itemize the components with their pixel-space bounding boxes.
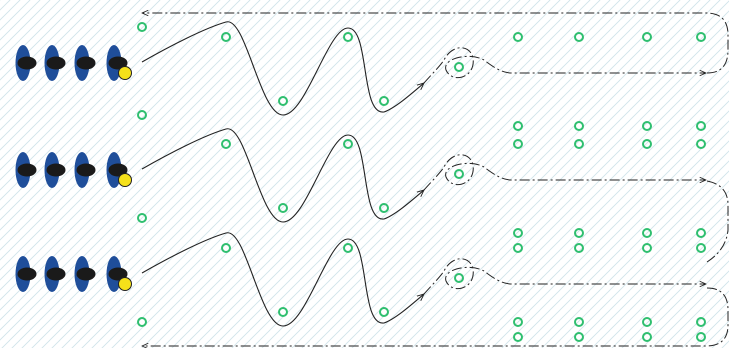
cone-marker-icon <box>343 243 353 253</box>
drill-row-1 <box>15 21 707 131</box>
cone-marker-icon <box>696 139 706 149</box>
player-head <box>17 163 37 177</box>
player-icon <box>44 152 66 188</box>
cone-marker-icon <box>278 307 288 317</box>
cone-marker-icon <box>574 243 584 253</box>
cone-marker-icon <box>137 22 147 32</box>
cone-marker-icon <box>221 32 231 42</box>
cone-marker-icon <box>642 139 652 149</box>
cone-marker-icon <box>642 243 652 253</box>
cone-marker-icon <box>574 332 584 342</box>
ball-icon <box>118 277 132 291</box>
player-head <box>46 267 66 281</box>
cone-marker-icon <box>696 332 706 342</box>
player-head <box>46 56 66 70</box>
player-head <box>76 163 96 177</box>
player-head <box>17 56 37 70</box>
cone-marker-icon <box>696 228 706 238</box>
cone-marker-icon <box>379 203 389 213</box>
cone-marker-icon <box>343 139 353 149</box>
cone-marker-icon <box>137 110 147 120</box>
cone-marker-icon <box>574 32 584 42</box>
player-head <box>108 163 128 177</box>
player-icon <box>44 45 66 81</box>
player-icon <box>74 152 96 188</box>
cone-marker-icon <box>513 121 523 131</box>
player-icon <box>15 45 37 81</box>
cone-marker-icon <box>278 203 288 213</box>
cone-marker-icon <box>574 228 584 238</box>
player-icon <box>74 45 96 81</box>
cone-marker-icon <box>642 32 652 42</box>
cone-marker-icon <box>642 228 652 238</box>
cone-marker-icon <box>221 243 231 253</box>
cone-marker-icon <box>454 62 464 72</box>
return-run-line-bottom <box>142 287 729 346</box>
cone-marker-icon <box>513 228 523 238</box>
player-icon <box>15 256 37 292</box>
cone-marker-icon <box>642 317 652 327</box>
ball-icon <box>118 66 132 80</box>
return-run-line-top <box>142 13 729 74</box>
pass-line <box>423 258 706 295</box>
cone-marker-icon <box>513 332 523 342</box>
cone-marker-icon <box>696 121 706 131</box>
cone-marker-icon <box>513 139 523 149</box>
player-head <box>46 163 66 177</box>
cone-marker-icon <box>137 317 147 327</box>
cone-marker-icon <box>379 96 389 106</box>
player-icon <box>44 256 66 292</box>
cone-marker-icon <box>574 139 584 149</box>
cone-marker-icon <box>221 139 231 149</box>
drill-row-3 <box>15 232 707 342</box>
cone-marker-icon <box>343 32 353 42</box>
player-icon <box>74 256 96 292</box>
player-icon <box>106 152 128 188</box>
cone-marker-icon <box>696 32 706 42</box>
dribble-path <box>141 232 424 327</box>
player-head <box>17 267 37 281</box>
cone-marker-icon <box>574 317 584 327</box>
drill-row-2 <box>15 128 707 238</box>
ball-icon <box>118 173 132 187</box>
cone-marker-icon <box>642 332 652 342</box>
cone-marker-icon <box>513 317 523 327</box>
cone-marker-icon <box>454 273 464 283</box>
player-head <box>76 267 96 281</box>
dribble-path <box>141 128 424 223</box>
player-icon <box>106 256 128 292</box>
player-icon <box>106 45 128 81</box>
player-head <box>108 267 128 281</box>
cone-marker-icon <box>696 317 706 327</box>
cone-marker-icon <box>513 32 523 42</box>
return-run-line-middle <box>706 180 729 263</box>
dribble-path <box>141 21 424 116</box>
cone-marker-icon <box>642 121 652 131</box>
cone-marker-icon <box>278 96 288 106</box>
player-head <box>108 56 128 70</box>
cone-marker-icon <box>454 169 464 179</box>
cone-marker-icon <box>137 213 147 223</box>
player-icon <box>15 152 37 188</box>
cone-marker-icon <box>574 121 584 131</box>
drill-rows <box>15 21 707 342</box>
cone-marker-icon <box>513 243 523 253</box>
pass-line <box>423 47 706 84</box>
cone-marker-icon <box>379 307 389 317</box>
cone-marker-icon <box>696 243 706 253</box>
player-head <box>76 56 96 70</box>
pass-line <box>423 154 706 191</box>
